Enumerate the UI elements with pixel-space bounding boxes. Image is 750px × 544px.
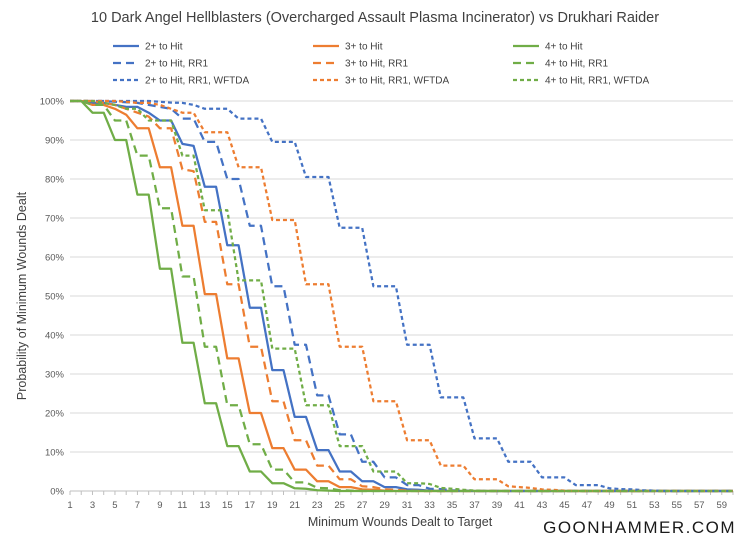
- x-tick-label: 31: [402, 500, 413, 511]
- series-line-9: [70, 99, 733, 493]
- legend-label-6: 4+ to Hit, RR1: [545, 59, 609, 70]
- y-axis: 0% 10% 20% 30% 40% 50% 60% 70% 80% 90% 100%: [40, 97, 65, 498]
- legend-label-3: 4+ to Hit: [545, 42, 583, 53]
- legend-label-4: 2+ to Hit, RR1: [145, 59, 209, 70]
- legend-label-5: 3+ to Hit, RR1: [345, 59, 409, 70]
- x-tick-label: 55: [672, 500, 683, 511]
- legend: 2+ to Hit 3+ to Hit 4+ to Hit 2+ to Hit, RR…: [113, 42, 650, 87]
- y-tick-label: 60%: [45, 253, 65, 264]
- x-tick-label: 3: [90, 500, 95, 511]
- legend-label-2: 3+ to Hit: [345, 42, 383, 53]
- series-line-4: [70, 99, 733, 493]
- series-line-6: [70, 99, 733, 493]
- x-tick-label: 49: [604, 500, 615, 511]
- legend-label-7: 2+ to Hit, RR1, WFTDA: [145, 76, 250, 87]
- x-tick-label: 11: [177, 500, 187, 511]
- legend-label-8: 3+ to Hit, RR1, WFTDA: [345, 76, 450, 87]
- x-tick-label: 23: [312, 500, 323, 511]
- y-tick-label: 20%: [45, 409, 65, 420]
- series-line-1: [70, 99, 733, 493]
- x-tick-label: 9: [157, 500, 162, 511]
- x-tick-label: 19: [267, 500, 278, 511]
- x-tick-label: 35: [447, 500, 458, 511]
- y-tick-label: 90%: [45, 136, 65, 147]
- x-tick-label: 25: [334, 500, 345, 511]
- series-line-3: [70, 99, 733, 493]
- y-axis-title: Probability of Minimum Wounds Dealt: [15, 191, 29, 400]
- x-tick-label: 59: [716, 500, 727, 511]
- x-tick-label: 17: [245, 500, 256, 511]
- brand-watermark: GOONHAMMER.COM: [543, 518, 736, 537]
- series-line-2: [70, 99, 733, 493]
- y-tick-label: 10%: [45, 448, 65, 459]
- y-tick-label: 100%: [40, 97, 65, 108]
- y-tick-label: 0%: [50, 487, 64, 498]
- x-tick-label: 51: [627, 500, 638, 511]
- x-axis-title: Minimum Wounds Dealt to Target: [308, 515, 493, 529]
- x-tick-label: 37: [469, 500, 480, 511]
- x-tick-label: 27: [357, 500, 368, 511]
- chart-title: 10 Dark Angel Hellblasters (Overcharged …: [91, 10, 659, 26]
- x-axis: 1 3 5 7 9 11 13 15 17 19 21 23 25 27 29 31 33 35 37 39 41 43 4…: [67, 491, 734, 511]
- legend-label-9: 4+ to Hit, RR1, WFTDA: [545, 76, 650, 87]
- y-tick-label: 80%: [45, 175, 65, 186]
- x-tick-label: 33: [424, 500, 435, 511]
- x-tick-label: 5: [112, 500, 117, 511]
- plot-area: [70, 99, 733, 493]
- gridlines: [70, 100, 733, 492]
- x-tick-label: 45: [559, 500, 570, 511]
- x-tick-label: 53: [649, 500, 660, 511]
- x-tick-label: 1: [67, 500, 72, 511]
- y-tick-label: 30%: [45, 370, 65, 381]
- x-tick-label: 29: [379, 500, 390, 511]
- x-tick-label: 21: [289, 500, 300, 511]
- x-tick-label: 41: [514, 500, 525, 511]
- series-line-7: [70, 99, 733, 493]
- x-tick-label: 13: [200, 500, 211, 511]
- x-tick-label: 15: [222, 500, 233, 511]
- x-tick-label: 43: [537, 500, 548, 511]
- y-tick-label: 50%: [45, 292, 65, 303]
- x-tick-label: 47: [582, 500, 593, 511]
- x-tick-label: 57: [694, 500, 705, 511]
- x-tick-label: 39: [492, 500, 503, 511]
- y-tick-label: 70%: [45, 214, 65, 225]
- legend-label-1: 2+ to Hit: [145, 42, 183, 53]
- series-line-8: [70, 99, 733, 493]
- x-tick-label: 7: [135, 500, 140, 511]
- y-tick-label: 40%: [45, 331, 65, 342]
